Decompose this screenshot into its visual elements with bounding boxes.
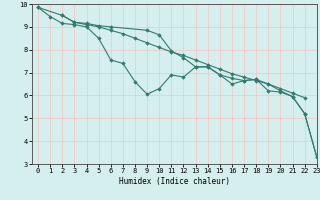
X-axis label: Humidex (Indice chaleur): Humidex (Indice chaleur) — [119, 177, 230, 186]
